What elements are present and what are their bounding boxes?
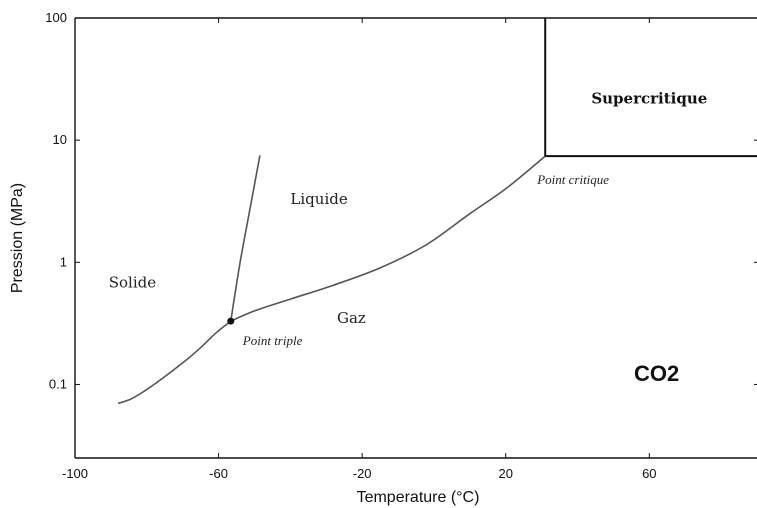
- y-tick-label: 10: [53, 132, 67, 147]
- x-axis: -100 -60 -20 20 60: [62, 18, 657, 481]
- x-tick-label: -20: [353, 466, 372, 481]
- y-tick-label: 0.1: [49, 376, 67, 391]
- x-tick-label: -60: [209, 466, 228, 481]
- point-label: Point critique: [536, 172, 609, 187]
- region-label: Liquide: [290, 190, 347, 208]
- y-axis-title: Pression (MPa): [9, 183, 26, 293]
- region-label: Gaz: [337, 309, 366, 327]
- supercritical-region: [544, 18, 757, 158]
- point-label: Point triple: [242, 333, 303, 348]
- region-label: Supercritique: [591, 89, 707, 107]
- x-axis-title: Temperature (°C): [357, 489, 480, 506]
- y-axis: 0.1 1 10 100: [45, 10, 757, 391]
- vaporisation-curve: [230, 155, 546, 322]
- x-tick-label: 20: [499, 466, 513, 481]
- triple-point-marker: [227, 317, 235, 325]
- x-tick-label: 60: [642, 466, 656, 481]
- y-tick-label: 1: [60, 254, 67, 269]
- sublimation-curve: [117, 320, 232, 405]
- region-label: Solide: [109, 274, 157, 292]
- region-labels: Solide Liquide Gaz Supercritique: [109, 89, 708, 326]
- x-tick-label: -100: [62, 466, 88, 481]
- y-tick-label: 100: [45, 10, 67, 25]
- substance-label: CO2: [634, 361, 679, 386]
- phase-curves: [117, 155, 546, 405]
- fusion-curve: [230, 155, 261, 322]
- point-labels: Point triple Point critique: [227, 172, 609, 348]
- plot-frame: [74, 17, 757, 459]
